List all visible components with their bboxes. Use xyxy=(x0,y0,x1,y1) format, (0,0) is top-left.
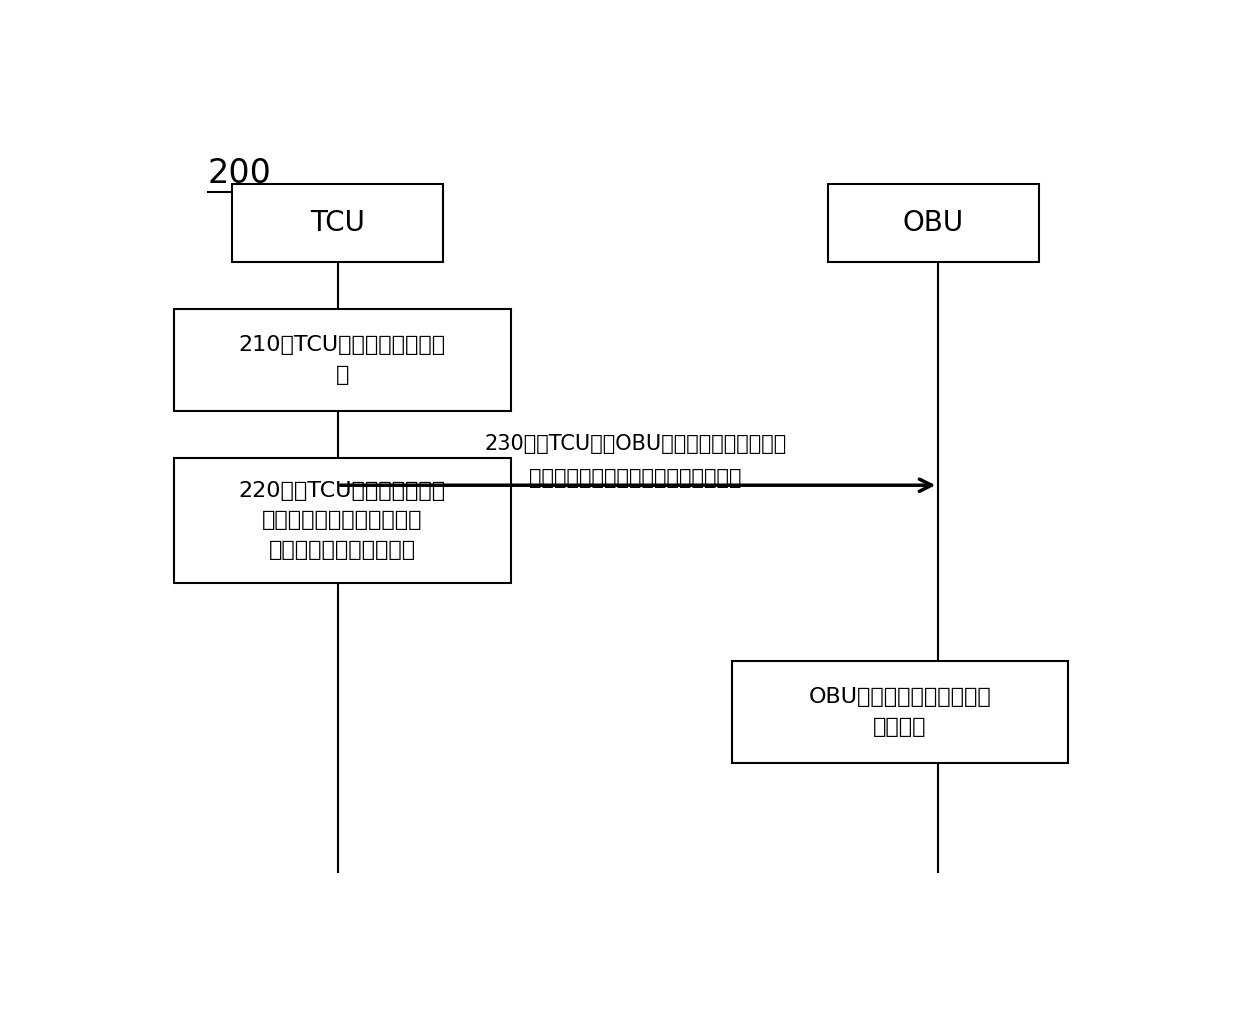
Bar xyxy=(232,185,444,263)
Text: OBU根据该道路信息进行车
辆的调控: OBU根据该道路信息进行车 辆的调控 xyxy=(808,687,991,737)
Text: 200: 200 xyxy=(208,157,272,190)
Text: TCU: TCU xyxy=(310,209,365,238)
Bar xyxy=(174,458,511,583)
Text: 信息包括用于该可行驶区域的指示信息: 信息包括用于该可行驶区域的指示信息 xyxy=(529,468,742,487)
Text: 210，TCU获取车辆的规划路
径: 210，TCU获取车辆的规划路 径 xyxy=(239,335,446,385)
Bar xyxy=(828,185,1039,263)
Text: 230，该TCU向该OBU发送道路信息，该道路: 230，该TCU向该OBU发送道路信息，该道路 xyxy=(485,434,786,454)
Bar xyxy=(732,661,1068,762)
Text: OBU: OBU xyxy=(903,209,963,238)
Text: 220，该TCU根据该规划路径
进行扩展，生成该车辆在该
规划路径上的可行驶区域: 220，该TCU根据该规划路径 进行扩展，生成该车辆在该 规划路径上的可行驶区域 xyxy=(239,481,446,560)
Bar xyxy=(174,310,511,411)
